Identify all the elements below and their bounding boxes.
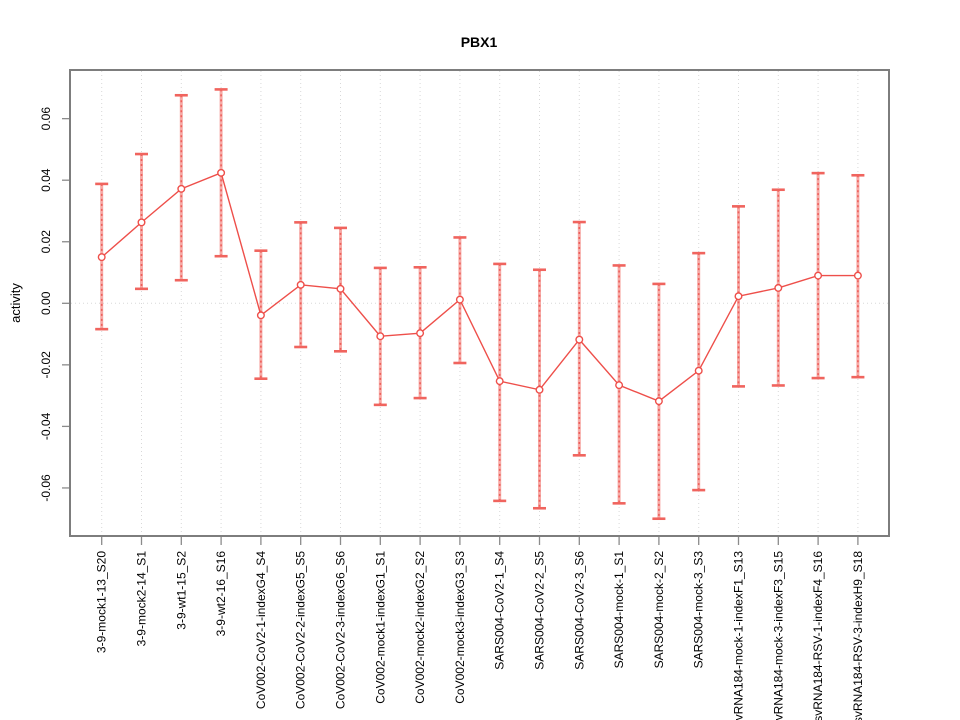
x-category-label: SARS004-mock-1_S1 <box>612 551 626 669</box>
data-point <box>694 366 703 375</box>
x-category-label: SARS004-mock-2_S2 <box>652 551 666 669</box>
x-category-label: 3-9-mock2-14_S1 <box>135 551 149 647</box>
data-point <box>177 184 186 193</box>
data-point <box>654 397 663 406</box>
x-category-label: CoV002-mock1-indexG1_S1 <box>373 551 387 704</box>
y-tick-label: -0.02 <box>39 351 53 379</box>
x-category-label: SARS004-CoV2-1_S4 <box>493 551 507 670</box>
tick-labels-layer: 0.06 0.04 0.02 0.00 -0.02 -0.04 -0.06 3-9-mock1… <box>39 107 865 720</box>
data-point <box>455 295 464 304</box>
data-point <box>734 292 743 301</box>
error-bars-layer <box>95 88 865 521</box>
data-point <box>296 280 305 289</box>
x-category-label: SARS004-CoV2-2_S5 <box>533 551 547 670</box>
x-category-label: SARS004-mock-3_S3 <box>692 551 706 669</box>
y-tick-label: -0.04 <box>39 412 53 440</box>
data-point <box>495 377 504 386</box>
y-tick-label: 0.02 <box>39 230 53 254</box>
series-line-layer <box>101 171 858 402</box>
x-category-label: SARS004-CoV2-3_S6 <box>572 551 586 670</box>
plot-box <box>69 69 890 537</box>
x-category-label: 3-9-wt2-16_S16 <box>214 551 228 637</box>
data-point <box>535 385 544 394</box>
data-point <box>97 253 106 262</box>
data-point <box>615 381 624 390</box>
series-line <box>101 171 858 402</box>
x-category-label: CoV002-mock2-indexG2_S2 <box>413 551 427 704</box>
x-category-label: CoV002-CoV2-3-indexG6_S6 <box>334 551 348 709</box>
data-point <box>217 168 226 177</box>
x-category-label: 3-9-wt1-15_S2 <box>174 551 188 630</box>
x-category-label: svRNA184-mock-3-indexF3_S15 <box>771 551 785 720</box>
x-category-label: 3-9-mock1-13_S20 <box>95 551 109 653</box>
x-category-label: CoV002-CoV2-1-indexG4_S4 <box>254 551 268 709</box>
data-point <box>814 271 823 280</box>
data-points-layer <box>97 168 862 406</box>
data-point <box>774 283 783 292</box>
data-point <box>256 311 265 320</box>
y-tick-label: -0.06 <box>39 474 53 502</box>
data-point <box>575 335 584 344</box>
y-axis-label: activity <box>8 283 23 323</box>
y-tick-label: 0.00 <box>39 291 53 315</box>
x-category-label: svRNA184-RSV-1-indexF4_S16 <box>811 551 825 720</box>
y-tick-label: 0.04 <box>39 168 53 192</box>
x-category-label: svRNA184-mock-1-indexF1_S13 <box>732 551 746 720</box>
data-point <box>416 329 425 338</box>
y-tick-label: 0.06 <box>39 107 53 131</box>
data-point <box>853 271 862 280</box>
gridlines-layer <box>71 71 888 535</box>
data-point <box>137 218 146 227</box>
x-category-label: CoV002-CoV2-2-indexG5_S5 <box>294 551 308 709</box>
x-category-label: svRNA184-RSV-3-indexH9_S18 <box>851 551 865 720</box>
chart-title: PBX1 <box>461 34 498 50</box>
data-point <box>336 284 345 293</box>
x-category-label: CoV002-mock3-indexG3_S3 <box>453 551 467 704</box>
data-point <box>376 332 385 341</box>
axes-layer <box>62 69 890 545</box>
